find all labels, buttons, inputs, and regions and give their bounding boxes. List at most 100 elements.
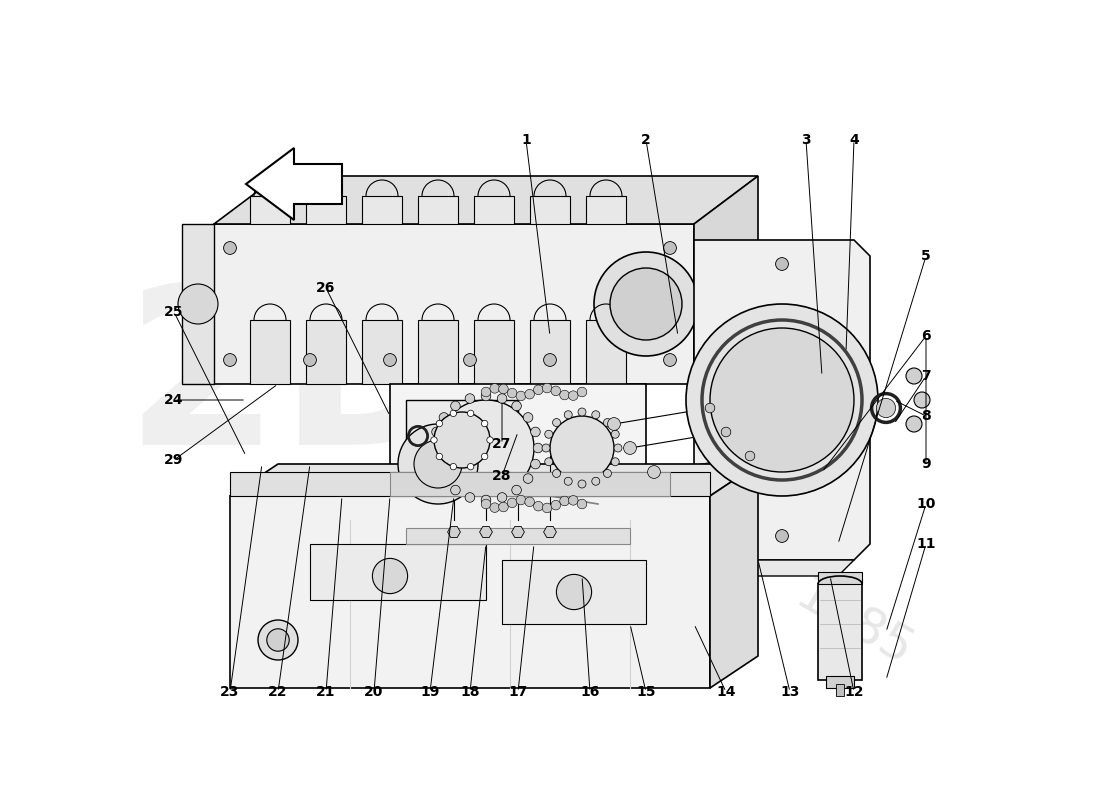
Circle shape	[267, 629, 289, 651]
Polygon shape	[586, 196, 626, 224]
Circle shape	[607, 418, 620, 430]
Bar	[818, 584, 862, 680]
Circle shape	[557, 574, 592, 610]
Circle shape	[431, 427, 441, 437]
Circle shape	[373, 558, 408, 594]
Polygon shape	[694, 560, 854, 576]
Circle shape	[507, 388, 517, 398]
Circle shape	[439, 413, 449, 422]
Circle shape	[663, 242, 676, 254]
Text: 3: 3	[801, 133, 811, 147]
Circle shape	[592, 410, 600, 418]
Circle shape	[384, 354, 396, 366]
Circle shape	[686, 304, 878, 496]
Circle shape	[914, 392, 929, 408]
Text: 19: 19	[420, 685, 440, 699]
Polygon shape	[530, 320, 570, 384]
Text: for parts: for parts	[485, 538, 615, 566]
Circle shape	[534, 385, 543, 394]
Circle shape	[431, 459, 441, 469]
Circle shape	[544, 458, 552, 466]
Polygon shape	[250, 320, 290, 384]
Polygon shape	[418, 196, 458, 224]
Circle shape	[482, 454, 488, 460]
Text: 8: 8	[921, 409, 931, 423]
Text: a passion: a passion	[477, 482, 623, 510]
Circle shape	[450, 463, 456, 470]
Text: 6: 6	[921, 329, 931, 343]
Text: 22: 22	[268, 685, 288, 699]
Text: 7: 7	[921, 369, 931, 383]
Text: 16: 16	[581, 685, 600, 699]
Circle shape	[578, 480, 586, 488]
Circle shape	[530, 459, 540, 469]
Polygon shape	[310, 544, 486, 600]
Polygon shape	[474, 320, 514, 384]
Circle shape	[624, 442, 637, 454]
Text: 11: 11	[916, 537, 936, 551]
Circle shape	[578, 499, 586, 509]
Polygon shape	[474, 196, 514, 224]
Circle shape	[592, 478, 600, 486]
Circle shape	[604, 418, 612, 426]
Polygon shape	[390, 472, 670, 496]
Circle shape	[398, 424, 478, 504]
Circle shape	[468, 463, 474, 470]
Circle shape	[530, 427, 540, 437]
Circle shape	[498, 384, 508, 394]
Text: 17: 17	[508, 685, 528, 699]
Circle shape	[564, 410, 572, 418]
Polygon shape	[182, 224, 214, 384]
Text: 4: 4	[849, 133, 859, 147]
Text: 2D: 2D	[124, 277, 463, 491]
Text: 15: 15	[636, 685, 656, 699]
Polygon shape	[362, 196, 402, 224]
Circle shape	[223, 354, 236, 366]
Polygon shape	[710, 464, 758, 688]
Circle shape	[710, 328, 854, 472]
Text: 14: 14	[716, 685, 736, 699]
Circle shape	[578, 408, 586, 416]
Circle shape	[490, 503, 499, 513]
Text: 23: 23	[220, 685, 240, 699]
Polygon shape	[530, 196, 570, 224]
Circle shape	[465, 493, 475, 502]
Circle shape	[776, 258, 789, 270]
Circle shape	[481, 391, 491, 401]
Text: ces: ces	[500, 453, 760, 587]
Circle shape	[414, 440, 462, 488]
Circle shape	[542, 444, 550, 452]
Polygon shape	[480, 526, 493, 538]
Circle shape	[463, 354, 476, 366]
Circle shape	[451, 486, 460, 495]
Circle shape	[498, 502, 508, 512]
Polygon shape	[502, 560, 646, 624]
Circle shape	[525, 390, 535, 399]
Circle shape	[490, 383, 499, 393]
Circle shape	[612, 430, 619, 438]
Polygon shape	[448, 526, 461, 538]
Text: 18: 18	[460, 685, 480, 699]
Circle shape	[578, 387, 586, 397]
Text: 5: 5	[921, 249, 931, 263]
Text: 29: 29	[164, 453, 184, 467]
Polygon shape	[694, 176, 758, 384]
Polygon shape	[246, 148, 342, 220]
Circle shape	[258, 620, 298, 660]
Text: 28: 28	[493, 469, 512, 483]
Polygon shape	[406, 400, 518, 528]
Bar	[826, 676, 854, 688]
Polygon shape	[230, 472, 710, 496]
Polygon shape	[586, 320, 626, 384]
Circle shape	[534, 443, 542, 453]
Circle shape	[604, 470, 612, 478]
Circle shape	[564, 478, 572, 486]
Text: 9: 9	[921, 457, 931, 471]
Circle shape	[877, 398, 895, 418]
Circle shape	[544, 430, 552, 438]
Polygon shape	[406, 528, 630, 544]
Polygon shape	[306, 196, 346, 224]
Circle shape	[648, 466, 660, 478]
Circle shape	[434, 412, 490, 468]
Circle shape	[481, 495, 491, 505]
